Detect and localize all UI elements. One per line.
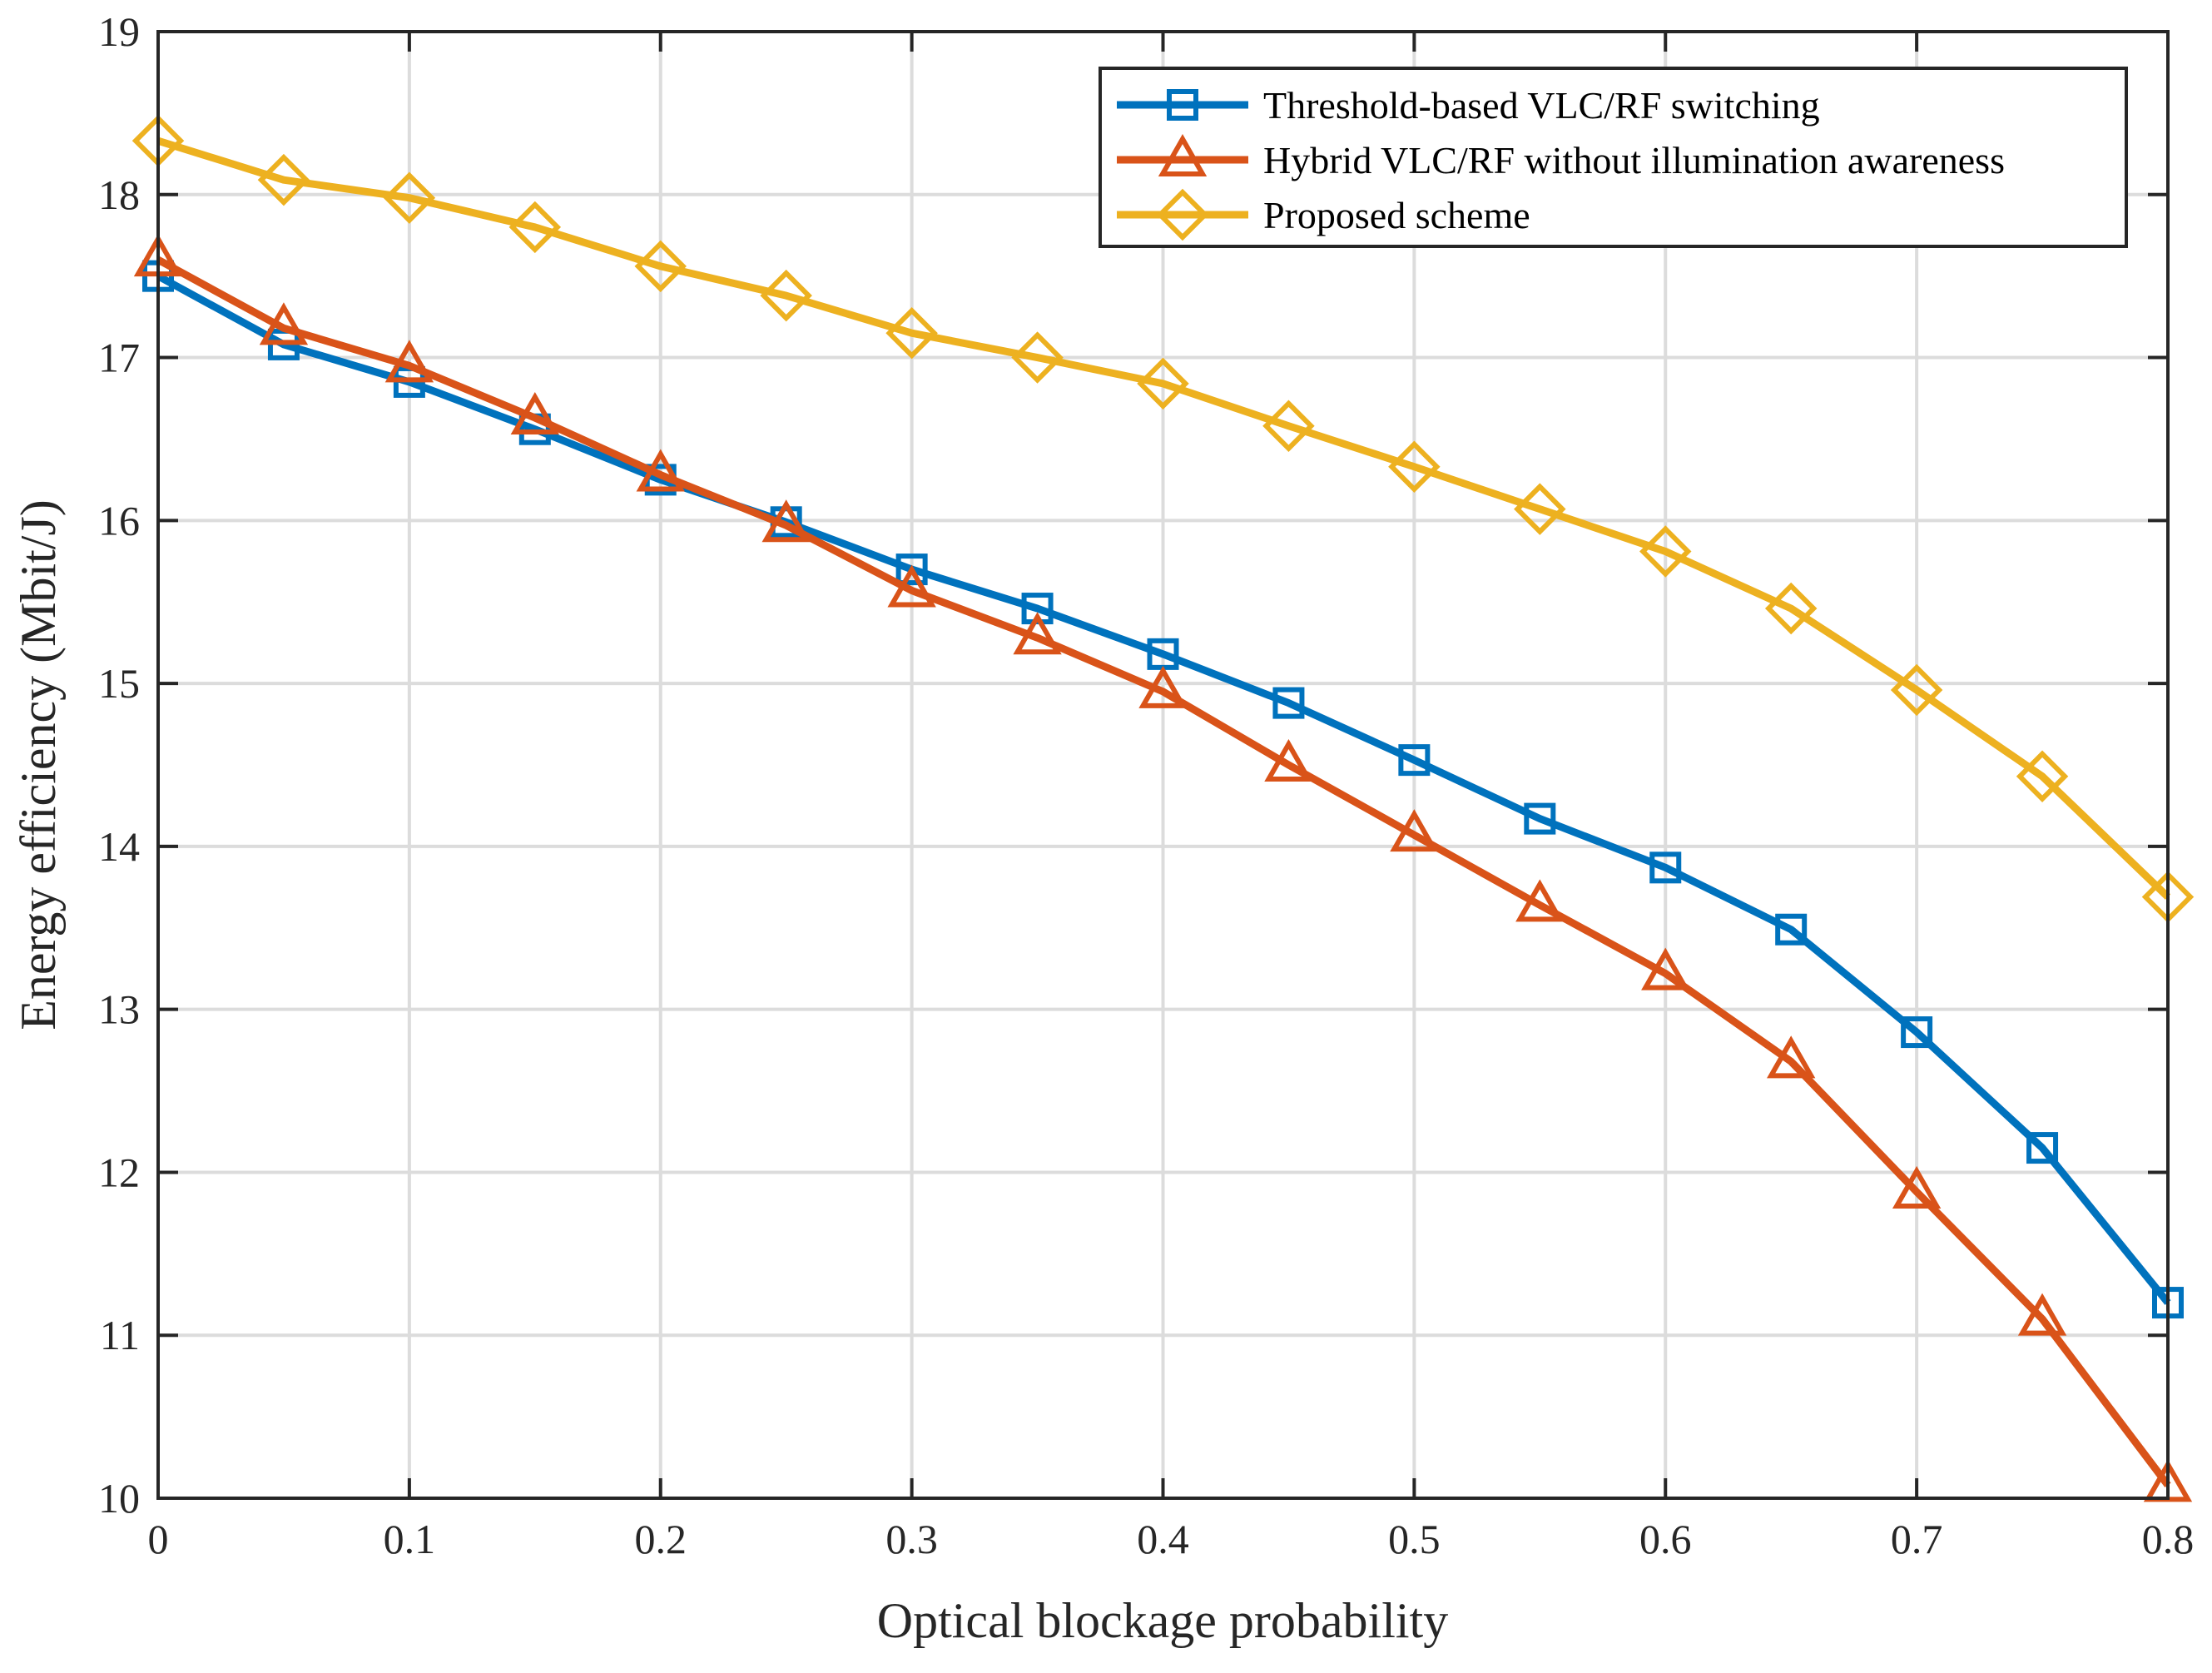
x-tick-label: 0.5 <box>1388 1516 1441 1562</box>
plot-area <box>131 30 2195 1502</box>
legend-entry: Threshold-based VLC/RF switching <box>1117 84 1820 127</box>
legend: Threshold-based VLC/RF switching Hybrid V… <box>1099 67 2128 248</box>
y-tick-label: 17 <box>98 335 140 381</box>
data-point <box>887 564 936 608</box>
legend-marker <box>1156 188 1209 241</box>
data-point <box>257 153 310 206</box>
data-point <box>1890 663 1943 717</box>
legend-marker <box>1158 133 1208 176</box>
y-tick-label: 16 <box>98 497 140 544</box>
x-tick-label: 0.1 <box>384 1516 436 1562</box>
x-tick-label: 0.7 <box>1891 1516 1943 1562</box>
data-point <box>1514 483 1566 535</box>
series-line <box>156 272 2171 1305</box>
x-axis-label: Optical blockage probability <box>877 1593 1448 1648</box>
data-point <box>636 449 685 492</box>
data-point <box>2026 1132 2059 1164</box>
series-line <box>156 137 2171 900</box>
data-point <box>383 171 436 224</box>
y-tick-label: 13 <box>98 986 140 1033</box>
legend-entry: Hybrid VLC/RF without illumination aware… <box>1117 133 2005 181</box>
data-point <box>1262 400 1315 453</box>
legend-box <box>1099 67 2128 248</box>
data-point <box>1264 738 1313 782</box>
y-tick-label: 14 <box>98 823 140 870</box>
data-point <box>2016 750 2069 802</box>
y-tick-label: 10 <box>98 1475 140 1522</box>
legend-marker <box>1167 89 1198 121</box>
legend-label: Threshold-based VLC/RF switching <box>1263 84 1820 127</box>
data-point <box>1764 582 1818 635</box>
x-tick-label: 0.2 <box>635 1516 687 1562</box>
x-tick-label: 0.8 <box>2142 1516 2195 1562</box>
data-point <box>259 302 309 345</box>
data-point <box>1515 879 1565 922</box>
x-tick-label: 0.4 <box>1137 1516 1189 1562</box>
legend-label: Hybrid VLC/RF without illumination aware… <box>1263 139 2005 181</box>
x-tick-label: 0 <box>148 1516 169 1562</box>
data-point <box>760 269 812 322</box>
x-tick-label: 0.3 <box>885 1516 938 1562</box>
y-axis-label: Energy efficiency (Mbit/J) <box>11 499 66 1030</box>
data-point <box>1272 687 1305 719</box>
x-tick-label: 0.6 <box>1639 1516 1692 1562</box>
data-point <box>2017 1293 2067 1336</box>
data-point <box>1137 357 1189 410</box>
data-point <box>1767 1035 1816 1079</box>
data-point <box>1649 851 1682 884</box>
data-point <box>1011 331 1064 384</box>
y-tick-label: 15 <box>98 660 140 707</box>
data-point <box>1775 913 1808 946</box>
data-point <box>761 499 811 543</box>
data-point <box>1013 612 1062 655</box>
grid <box>158 32 2168 1498</box>
data-point <box>1641 947 1690 990</box>
data-point <box>1390 809 1439 852</box>
series-triangle <box>133 234 2193 1502</box>
tick-labels: 0 0.1 0.2 0.3 0.4 0.5 0.6 0.7 0.8 10 11 12 13 14 15 16 1… <box>98 8 2194 1562</box>
legend-entries: Threshold-based VLC/RF switching Hybrid V… <box>1117 84 2005 241</box>
legend-entry: Proposed scheme <box>1117 188 1530 241</box>
data-point <box>1901 1016 1933 1049</box>
data-point <box>885 306 938 360</box>
data-point <box>634 240 687 293</box>
data-point <box>1892 1165 1942 1209</box>
data-point <box>1388 440 1441 493</box>
data-point <box>1524 802 1556 835</box>
y-tick-label: 18 <box>98 171 140 218</box>
data-point <box>1639 525 1692 578</box>
ticks <box>156 30 2170 1500</box>
y-tick-label: 12 <box>98 1149 140 1195</box>
legend-label: Proposed scheme <box>1263 194 1530 236</box>
y-tick-label: 11 <box>100 1312 140 1358</box>
y-tick-label: 19 <box>98 8 140 55</box>
data-point <box>510 391 559 434</box>
data-point <box>508 201 562 254</box>
data-point <box>895 554 928 586</box>
data-point <box>1398 744 1431 777</box>
data-point <box>1138 665 1188 708</box>
data-point <box>384 340 434 383</box>
series-line <box>156 256 2171 1488</box>
